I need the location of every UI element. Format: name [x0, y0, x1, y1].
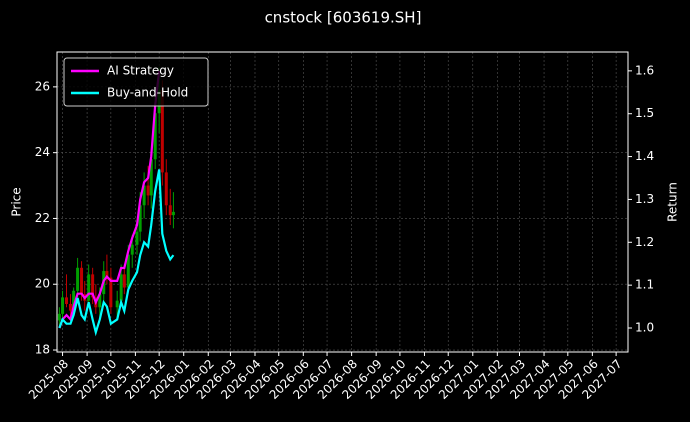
- candle-body: [126, 254, 130, 288]
- candle-body: [168, 205, 172, 216]
- series-line: [58, 70, 161, 329]
- y-tick-label: 18: [35, 343, 50, 357]
- candle-body: [115, 300, 119, 308]
- y-tick-label: 24: [35, 145, 50, 159]
- candle-body: [98, 294, 102, 308]
- candle-body: [80, 267, 84, 295]
- candle-body: [65, 297, 69, 304]
- candle-body: [153, 113, 157, 160]
- candle-body: [109, 277, 113, 308]
- legend: AI Strategy Buy-and-Hold: [63, 57, 209, 107]
- y2-axis-label: Return: [666, 182, 680, 222]
- candle-body: [138, 205, 142, 232]
- candle-body: [87, 274, 91, 301]
- chart-title: cnstock [603619.SH]: [265, 9, 422, 27]
- legend-box: [63, 57, 209, 107]
- candle-body: [130, 244, 134, 255]
- candle-body: [76, 267, 80, 291]
- candle-body: [164, 172, 168, 206]
- candle-body: [146, 185, 150, 196]
- y-tick-label: 20: [35, 277, 50, 291]
- candle-body: [135, 231, 139, 245]
- candle-body: [119, 274, 123, 301]
- candle-body: [61, 297, 65, 314]
- y-tick-label: 26: [35, 79, 50, 93]
- candle-body: [91, 274, 95, 298]
- y2-tick-label: 1.6: [635, 63, 654, 77]
- series-line: [58, 169, 175, 337]
- y2-tick-label: 1.2: [635, 235, 654, 249]
- candle-body: [105, 271, 109, 278]
- candle-body: [68, 303, 72, 311]
- candle-body: [142, 185, 146, 206]
- y2-tick-label: 1.3: [635, 192, 654, 206]
- candle-body: [149, 159, 153, 196]
- y-axis-label: Price: [10, 187, 24, 216]
- candle-body: [57, 313, 61, 321]
- candle-body: [160, 90, 164, 173]
- legend-label: AI Strategy: [107, 64, 174, 78]
- y2-tick-label: 1.4: [635, 149, 654, 163]
- y2-tick-label: 1.1: [635, 278, 654, 292]
- plot-frame: [56, 51, 629, 353]
- y-tick-label: 22: [35, 211, 50, 225]
- y2-tick-label: 1.5: [635, 106, 654, 120]
- legend-label: Buy-and-Hold: [107, 86, 188, 100]
- candle-body: [171, 211, 175, 216]
- candle-body: [72, 290, 76, 311]
- candle-body: [122, 274, 126, 288]
- y2-tick-label: 1.0: [635, 321, 654, 335]
